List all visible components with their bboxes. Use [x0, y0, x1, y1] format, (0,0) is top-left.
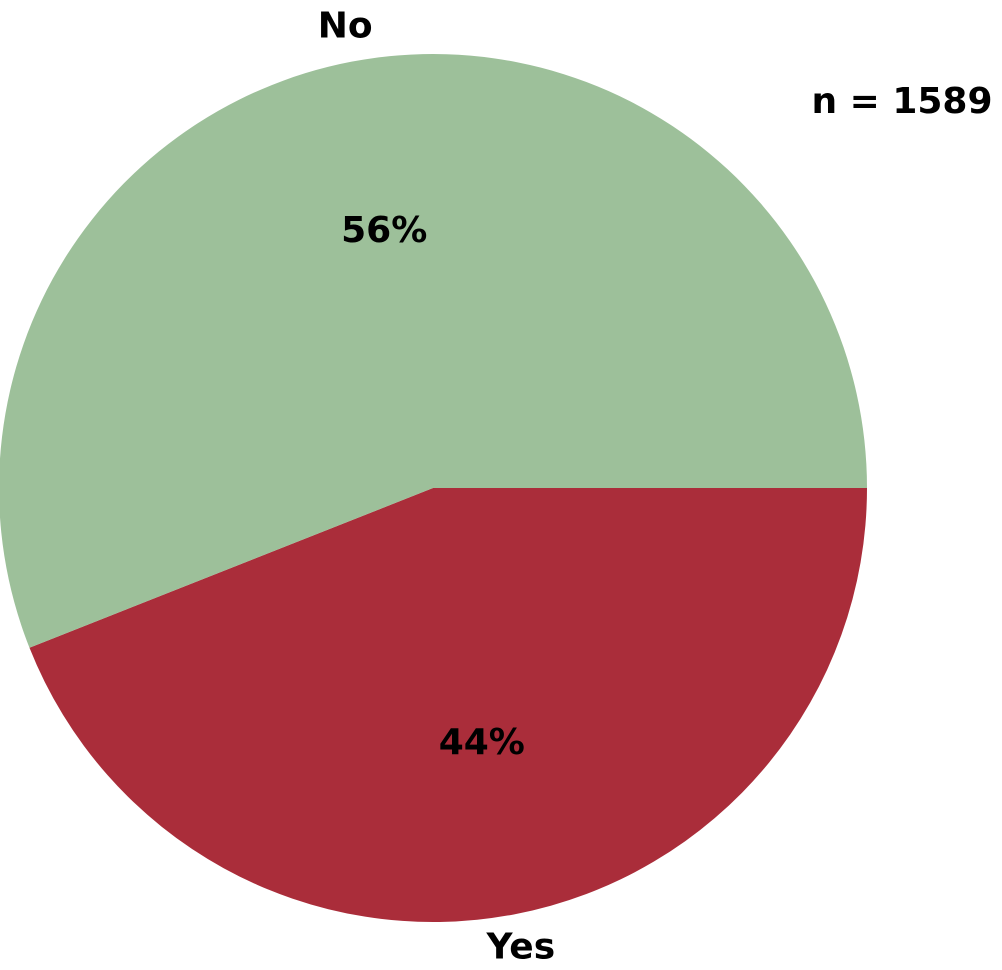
category-label: No [318, 6, 373, 47]
slice [29, 488, 868, 922]
slice [0, 54, 867, 648]
category-label: Yes [486, 926, 556, 967]
value-label: 56% [341, 210, 427, 251]
value-label: 44% [439, 722, 525, 763]
annotation: n = 1589 [811, 81, 992, 122]
